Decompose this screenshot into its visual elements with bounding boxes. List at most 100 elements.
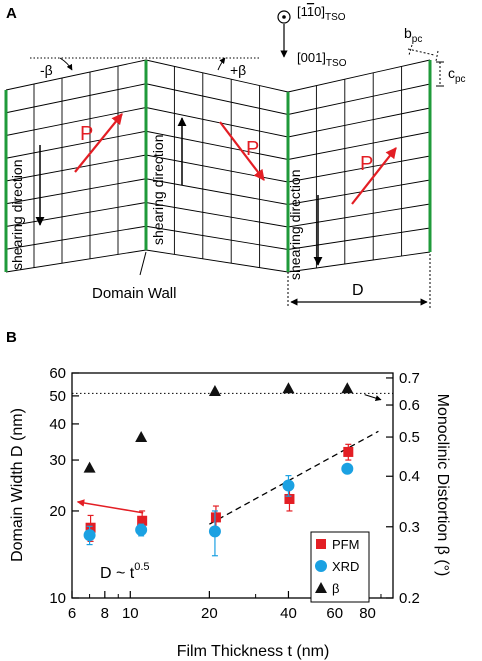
lattice-row-line — [145, 249, 289, 273]
plot-area: 6 8 10 20 40 60 80 10 20 30 40 50 60 0.2 0.3 0.4 0.5 0.6 0… — [49, 365, 420, 622]
y2-axis-title: Monoclinic Distortion β (°) — [434, 394, 451, 577]
lattice-row-line — [5, 107, 147, 136]
y-tick-label: 60 — [49, 365, 66, 382]
lattice-row-line — [145, 130, 289, 160]
x-axis-title: Film Thickness t (nm) — [177, 643, 330, 660]
xrd-data-point — [135, 523, 148, 536]
beta-data-point — [135, 431, 148, 443]
beta-minus-arc — [59, 57, 73, 71]
y2-tick-label: 0.4 — [399, 468, 420, 485]
legend: PFM XRD β — [310, 531, 370, 603]
y2-tick-label: 0.6 — [399, 397, 420, 414]
lattice-row-line — [5, 154, 147, 182]
c-pc-label: cpc — [448, 65, 466, 85]
lattice-row-line — [145, 83, 289, 115]
left-axis-pointer-arrow — [76, 499, 144, 514]
b-pc-dim-line — [407, 48, 435, 56]
lattice-row-line — [287, 251, 431, 273]
domain-width-label: D — [352, 282, 364, 299]
polarization-arrow-2 — [219, 121, 265, 181]
b-pc-tick-right — [435, 50, 439, 62]
lattice-row-line — [287, 155, 431, 183]
beta-data-point — [341, 382, 354, 394]
legend-pfm-label: PFM — [332, 537, 359, 552]
lattice-row-line — [145, 202, 289, 228]
lattice-row-line — [145, 154, 289, 183]
plot-frame — [71, 372, 394, 599]
x-tick-label: 40 — [280, 605, 297, 622]
y2-tick-label: 0.3 — [399, 519, 420, 536]
y-tick-label: 10 — [49, 590, 66, 607]
y2-tick-label: 0.7 — [399, 370, 420, 387]
xrd-data-point — [282, 479, 295, 492]
lattice-row-line — [5, 59, 147, 91]
panel-b-label: B — [6, 329, 17, 346]
shearing-label-2: shearing direction — [150, 134, 166, 245]
polarization-arrow-3 — [351, 147, 397, 205]
polarization-label-3: P — [360, 153, 373, 175]
y2-tick-label: 0.2 — [399, 590, 420, 607]
y-tick-label: 50 — [49, 388, 66, 405]
polarization-label-2: P — [246, 138, 259, 160]
x-tick-label: 80 — [359, 605, 376, 622]
beta-data-point — [282, 382, 295, 394]
legend-xrd-marker — [315, 560, 327, 572]
y-axis-title: Domain Width D (nm) — [9, 408, 26, 562]
b-pc-label: bpc — [404, 25, 422, 45]
pfm-data-point — [85, 522, 96, 533]
legend-xrd-label: XRD — [332, 559, 359, 574]
direction-001-label: [001]TSO — [297, 50, 347, 69]
lattice-row-line — [145, 107, 289, 138]
pfm-data-point — [343, 446, 354, 457]
lattice-row-line — [5, 83, 147, 114]
beta-data-point — [83, 461, 96, 473]
xrd-data-point — [208, 525, 221, 538]
polarization-arrow-1 — [74, 113, 123, 173]
xrd-data-point — [341, 462, 354, 475]
beta-plus-label: +β — [230, 62, 246, 78]
x-tick-label: 6 — [68, 605, 76, 622]
shearing-label-3: shearing direction — [287, 169, 303, 280]
x-tick-label: 10 — [122, 605, 139, 622]
direction-1-10-label: [110]TSO — [297, 4, 346, 23]
fit-label: D ~ t0.5 — [100, 561, 150, 582]
legend-pfm-marker — [316, 539, 326, 549]
pfm-data-point — [284, 493, 295, 504]
y-tick-label: 40 — [49, 416, 66, 433]
lattice-row-line — [145, 59, 289, 93]
y2-tick-label: 0.5 — [399, 429, 420, 446]
x-tick-label: 60 — [326, 605, 343, 622]
lattice-row-line — [287, 131, 431, 160]
shearing-label-1: shearing direction — [9, 159, 25, 270]
lattice-row-line — [5, 130, 147, 159]
beta-plus-arc — [217, 57, 226, 71]
x-tick-label: 20 — [201, 605, 218, 622]
lattice-row-line — [287, 203, 431, 228]
lattice-row-line — [145, 178, 289, 205]
x-tick-label: 8 — [101, 605, 109, 622]
right-axis-pointer-arrow — [364, 394, 382, 401]
domain-wall-pointer — [139, 251, 147, 276]
out-of-plane-dot-icon — [282, 15, 286, 19]
beta-minus-label: -β — [40, 62, 53, 78]
panel-a-label: A — [6, 5, 17, 22]
polarization-label-1: P — [80, 123, 93, 145]
xrd-data-point — [83, 529, 96, 542]
legend-beta-label: β — [332, 581, 339, 596]
lattice-row-line — [5, 249, 147, 273]
crystal-lattice-grid — [4, 59, 432, 273]
lattice-row-line — [5, 178, 147, 205]
lattice-row-line — [5, 202, 147, 227]
lattice-row-line — [287, 83, 431, 115]
lattice-row-line — [287, 107, 431, 138]
lattice-row-line — [5, 225, 147, 250]
beta-data-point — [208, 384, 221, 396]
pfm-data-point — [210, 512, 221, 523]
domain-wall-label: Domain Wall — [92, 285, 176, 302]
lattice-row-line — [287, 59, 431, 93]
lattice-row-line — [287, 179, 431, 205]
y-tick-label: 30 — [49, 452, 66, 469]
fit-line-t-0-5 — [209, 430, 379, 525]
legend-beta-marker — [315, 582, 327, 593]
